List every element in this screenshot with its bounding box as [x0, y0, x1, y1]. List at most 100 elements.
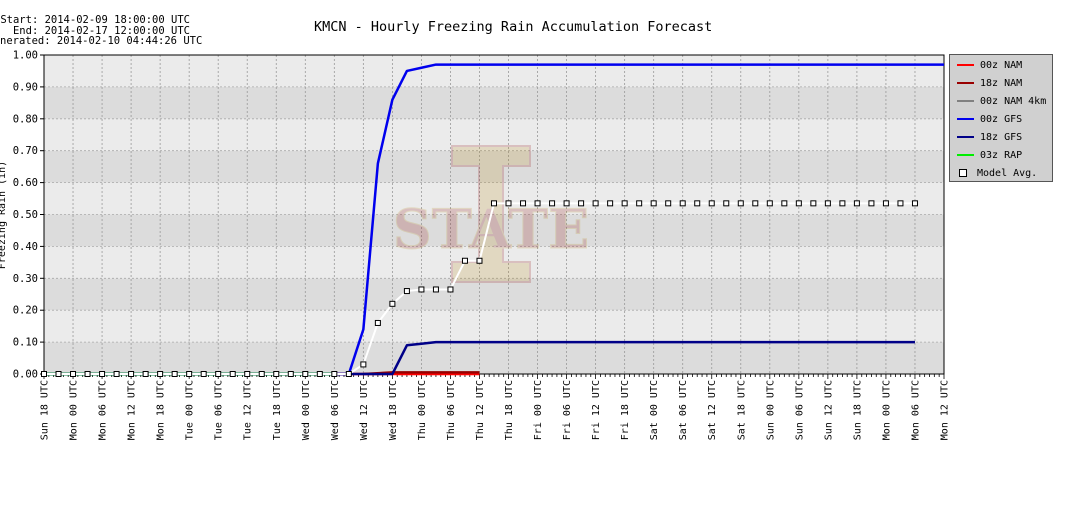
model-avg-point: [374, 319, 381, 326]
plot-band: [44, 86, 944, 119]
legend-item-00z-gfs: 00z GFS: [950, 112, 1022, 126]
model-avg-point: [534, 200, 541, 207]
model-avg-point: [418, 286, 425, 293]
model-avg-point: [520, 200, 527, 207]
y-axis-label: Freezing Rain (in): [0, 161, 8, 269]
legend-label: 00z NAM 4km: [980, 95, 1047, 107]
model-avg-point: [113, 371, 120, 377]
y-tick-label: 0.40: [13, 241, 38, 253]
model-avg-point: [84, 371, 91, 377]
model-avg-point: [549, 200, 556, 207]
y-tick-label: 0.60: [13, 177, 38, 189]
iowa-state-watermark-icon: STATE: [392, 145, 590, 283]
model-avg-point: [142, 371, 149, 377]
model-avg-point: [592, 200, 599, 207]
y-tick-label: 1.00: [13, 50, 38, 62]
legend-swatch: [957, 100, 974, 102]
legend-label: 00z GFS: [980, 113, 1023, 125]
model-avg-point: [316, 371, 323, 377]
model-avg-point: [563, 200, 570, 207]
x-tick-label: Sun 06 UTC: [794, 380, 805, 440]
model-avg-point: [882, 200, 889, 207]
y-tick-labels: 0.00 0.10 0.20 0.30 0.40 0.50 0.60 0.70 0.80 0.90…: [13, 50, 38, 381]
model-avg-point: [258, 371, 265, 377]
model-avg-point: [432, 286, 439, 293]
x-tick-label: Mon 06 UTC: [910, 380, 921, 440]
model-avg-point: [578, 200, 585, 207]
model-avg-point: [461, 257, 468, 264]
legend: 00z NAM 18z NAM 00z NAM 4km 00z GFS 18z GFS 0…: [949, 54, 1053, 182]
model-avg-point: [665, 200, 672, 207]
model-avg-point: [853, 200, 860, 207]
model-avg-point: [55, 371, 62, 377]
model-avg-point: [723, 200, 730, 207]
x-tick-label: Sat 12 UTC: [707, 380, 718, 440]
x-tick-labels: Sun 18 UTC Mon 00 UTC Mon 06 UTC Mon 12 UTC…: [40, 380, 951, 440]
x-tick-label: Tue 00 UTC: [185, 380, 196, 440]
plot-band: [44, 214, 944, 247]
model-avg-point: [766, 200, 773, 207]
model-avg-point: [302, 371, 309, 377]
legend-item-00z-nam-4km: 00z NAM 4km: [950, 94, 1046, 108]
x-tick-label: Mon 06 UTC: [98, 380, 109, 440]
model-avg-point: [200, 371, 207, 377]
legend-label: 18z GFS: [980, 131, 1023, 143]
plot-background: [44, 55, 944, 374]
model-avg-point: [447, 286, 454, 293]
plot-band: [44, 342, 944, 374]
x-tick-label: Fri 00 UTC: [533, 380, 544, 440]
model-avg-point: [273, 371, 280, 377]
legend-swatch: [957, 64, 974, 66]
model-avg-point: [99, 371, 106, 377]
x-tick-label: Wed 12 UTC: [359, 380, 370, 440]
model-avg-point: [41, 371, 47, 377]
x-tick-label: Tue 12 UTC: [243, 380, 254, 440]
legend-square-icon: [959, 169, 967, 177]
model-avg-point: [287, 371, 294, 377]
x-tick-label: Mon 12 UTC: [940, 380, 951, 440]
legend-label: 00z NAM: [980, 59, 1023, 71]
x-tick-label: Fri 12 UTC: [591, 380, 602, 440]
model-avg-point: [505, 200, 512, 207]
model-avg-point: [708, 200, 715, 207]
x-tick-label: Wed 06 UTC: [330, 380, 341, 440]
x-tick-label: Wed 00 UTC: [301, 380, 312, 440]
generated-time: nerated: 2014-02-10 04:44:26 UTC: [0, 35, 203, 47]
y-tick-label: 0.20: [13, 305, 38, 317]
model-avg-point: [171, 371, 178, 377]
model-avg-point: [476, 257, 483, 264]
start-time: Start: 2014-02-09 18:00:00 UTC: [0, 14, 190, 26]
x-tick-label: Thu 12 UTC: [475, 380, 486, 440]
series-line-00z-gfs: [44, 63, 944, 376]
model-avg-point: [70, 371, 77, 377]
x-tick-label: Fri 06 UTC: [562, 380, 573, 440]
x-tick-label: Mon 18 UTC: [156, 380, 167, 440]
legend-swatch: [957, 154, 974, 156]
x-tick-label: Sun 12 UTC: [823, 380, 834, 440]
y-tick-label: 0.90: [13, 81, 38, 93]
plot-band: [44, 150, 944, 183]
model-avg-point: [389, 300, 396, 307]
model-avg-point: [650, 200, 657, 207]
x-tick-label: Sun 00 UTC: [765, 380, 776, 440]
y-tick-label: 0.80: [13, 113, 38, 125]
model-avg-point: [810, 200, 817, 207]
model-avg-point: [229, 371, 236, 377]
model-avg-point: [186, 371, 193, 377]
model-avg-point: [868, 200, 875, 207]
x-tick-label: Sat 18 UTC: [736, 380, 747, 440]
model-avg-point: [244, 371, 251, 377]
legend-label: 03z RAP: [980, 149, 1023, 161]
legend-item-18z-gfs: 18z GFS: [950, 130, 1022, 144]
model-avg-point: [128, 371, 135, 377]
x-tick-label: Thu 00 UTC: [417, 380, 428, 440]
x-tick-label: Tue 18 UTC: [272, 380, 283, 440]
legend-item-00z-nam: 00z NAM: [950, 58, 1022, 72]
model-avg-point: [897, 200, 904, 207]
model-avg-point: [694, 200, 701, 207]
model-avg-point: [795, 200, 802, 207]
plot-band: [44, 310, 944, 343]
plot-band: [44, 246, 944, 279]
legend-swatch: [957, 82, 974, 84]
